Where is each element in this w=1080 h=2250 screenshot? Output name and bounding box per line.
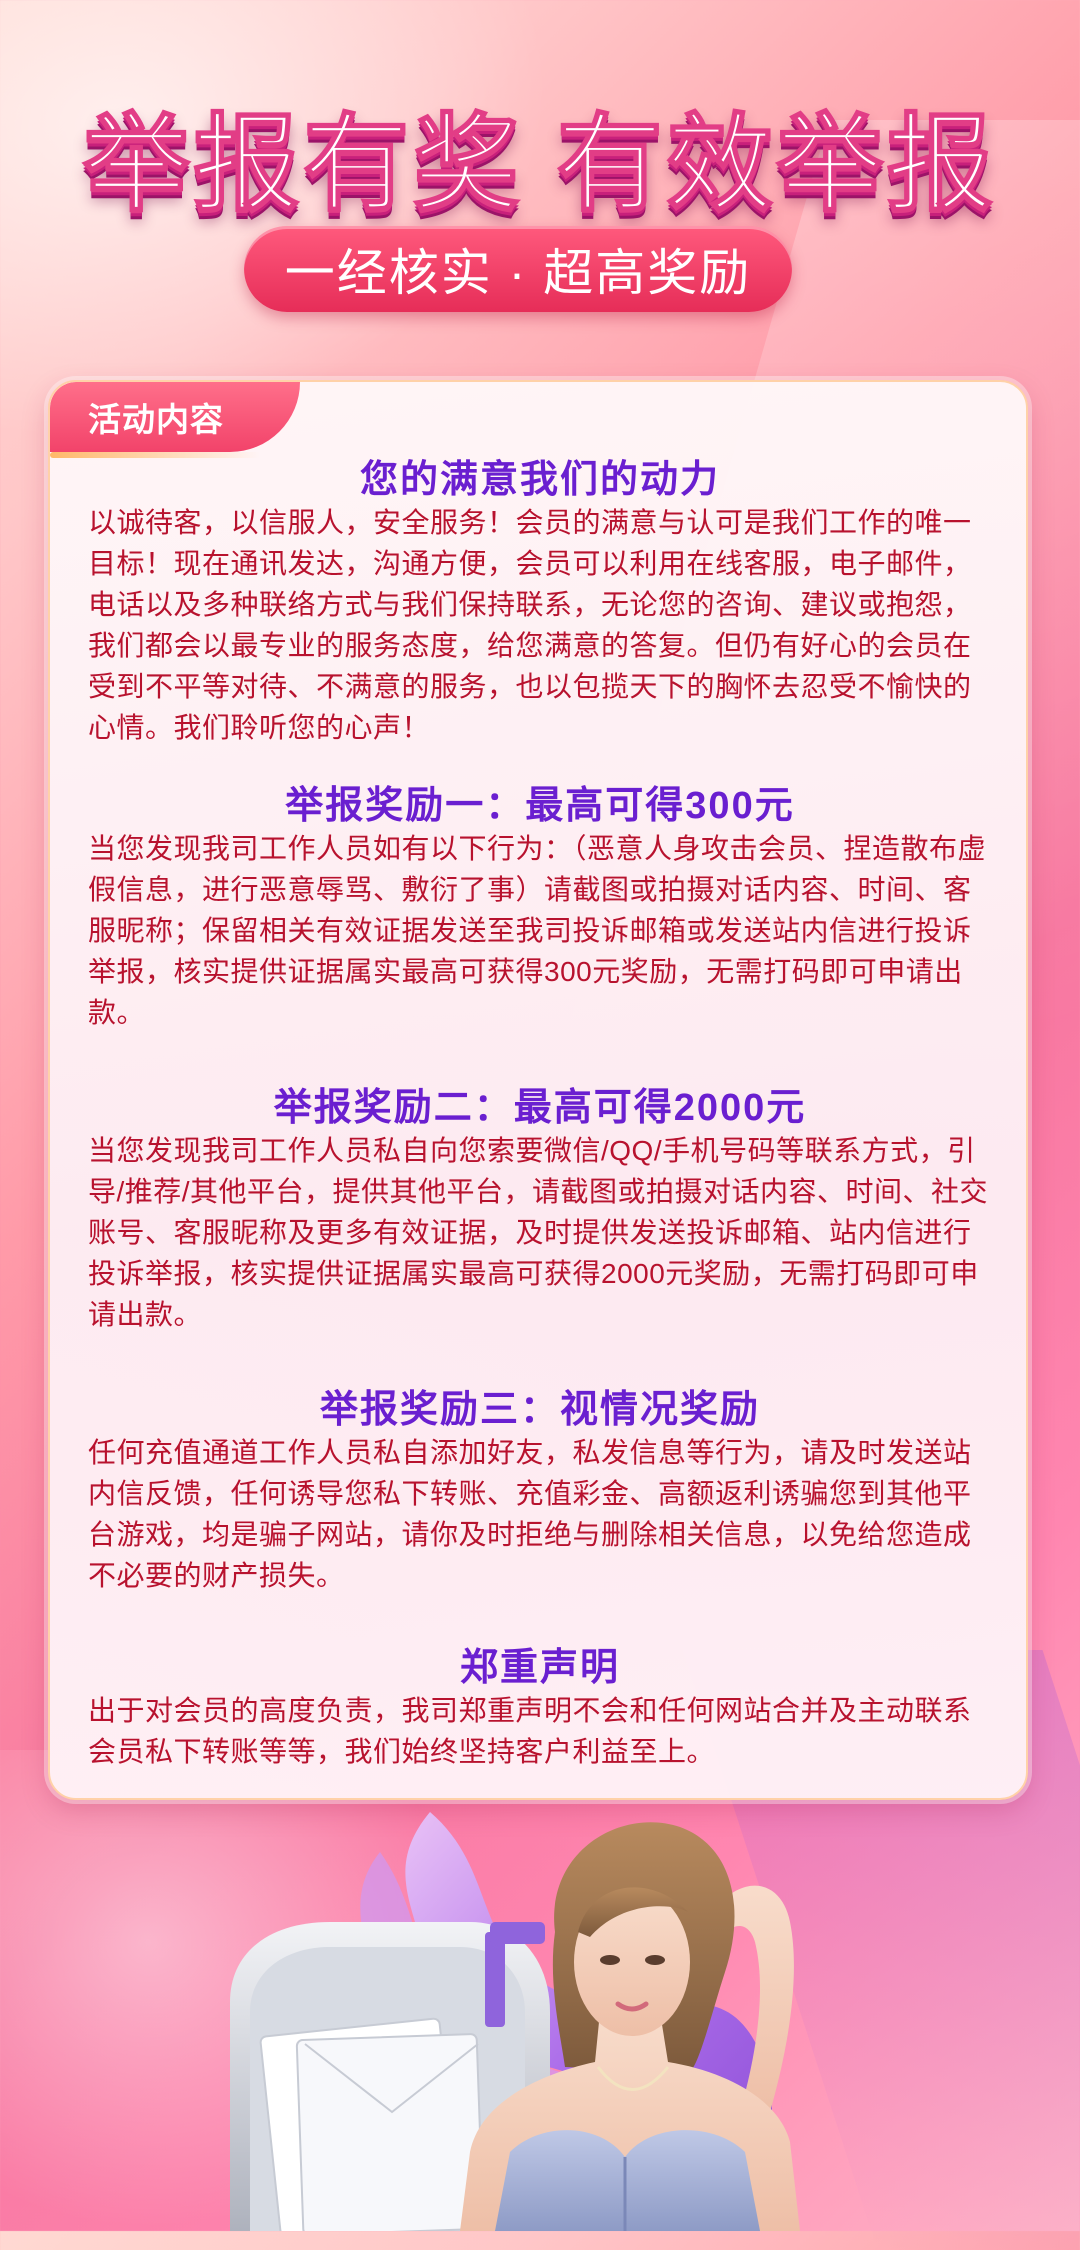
section-heading-reward-three: 举报奖励三：视情况奖励 xyxy=(319,1389,760,1431)
section-body-reward-two: 当您发现我司工作人员私自向您索要微信/QQ/手机号码等联系方式，引导/推荐/其他… xyxy=(88,1135,989,1330)
page-title: 举报有奖 有效举报 xyxy=(82,105,997,225)
subtitle-pill: 一经核实 · 超高奖励 xyxy=(244,226,792,312)
section-heading-declaration: 郑重声明 xyxy=(459,1647,620,1689)
activity-content-card: 活动内容 您的满意我们的动力 以诚待客，以信服人，安全服务！会员的满意与认可是我… xyxy=(48,380,1028,1800)
section-heading-reward-two: 举报奖励二：最高可得2000元 xyxy=(273,1087,807,1129)
section-body-declaration: 出于对会员的高度负责，我司郑重声明不会和任何网站合并及主动联系会员私下转账等等，… xyxy=(88,1695,972,1767)
section-body-reward-three: 任何充值通道工作人员私自添加好友，私发信息等行为，请及时发送站内信反馈，任何诱导… xyxy=(88,1437,972,1591)
section-heading-reward-one: 举报奖励一：最高可得300元 xyxy=(285,785,795,827)
promo-illustration xyxy=(230,1812,800,2231)
model-figure xyxy=(460,1822,800,2231)
subtitle-text: 一经核实 · 超高奖励 xyxy=(284,245,752,301)
section-body-satisfaction: 以诚待客，以信服人，安全服务！会员的满意与认可是我们工作的唯一目标！现在通讯发达… xyxy=(88,507,972,743)
activity-tab-label: 活动内容 xyxy=(88,401,224,438)
envelope-icon xyxy=(259,2017,485,2231)
section-heading-satisfaction: 您的满意我们的动力 xyxy=(359,459,720,501)
section-body-reward-one: 当您发现我司工作人员如有以下行为：（恶意人身攻击会员、捏造散布虚假信息，进行恶意… xyxy=(88,833,987,1028)
activity-tab: 活动内容 xyxy=(50,382,300,458)
